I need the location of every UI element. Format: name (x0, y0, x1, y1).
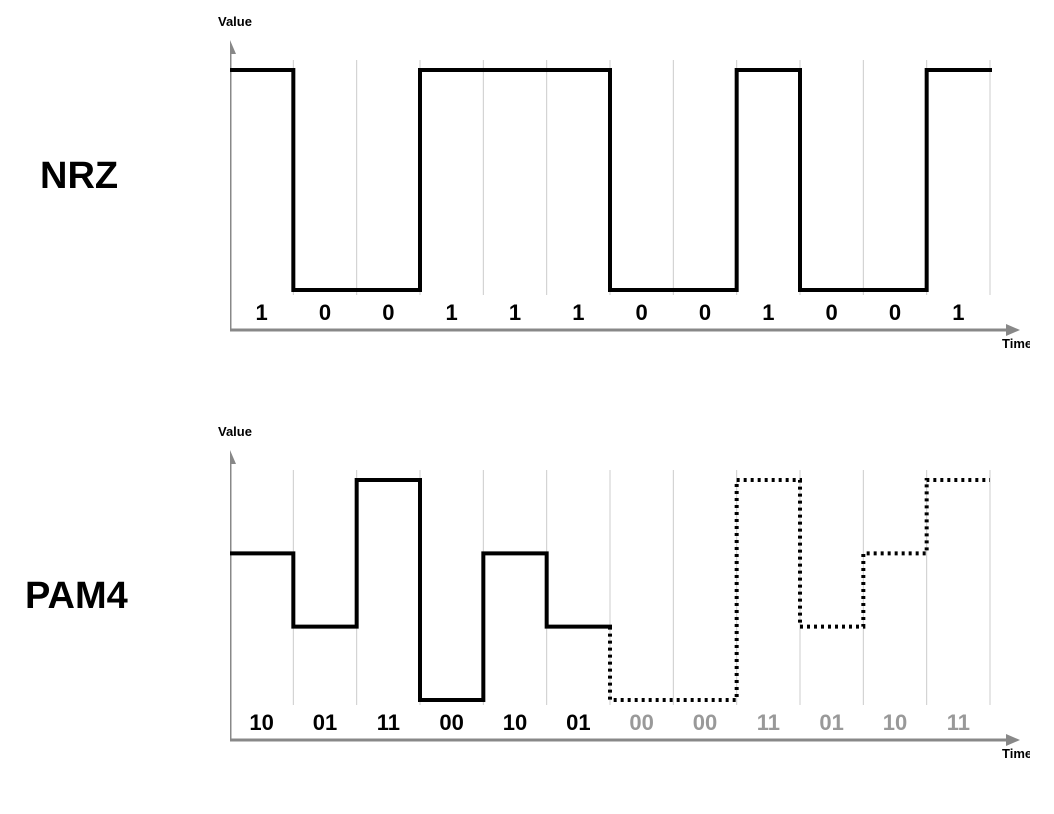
svg-text:1: 1 (762, 300, 774, 325)
pam4-chart-svg: Time11100100100111001001000011011011 (230, 450, 1030, 800)
nrz-title: NRZ (40, 155, 118, 198)
svg-text:11: 11 (757, 710, 780, 735)
svg-text:1: 1 (509, 300, 521, 325)
svg-text:1: 1 (256, 300, 268, 325)
svg-text:Time: Time (1002, 336, 1030, 351)
nrz-y-axis-label: Value (218, 14, 252, 29)
svg-text:0: 0 (889, 300, 901, 325)
svg-text:01: 01 (313, 710, 337, 735)
svg-text:0: 0 (319, 300, 331, 325)
svg-text:10: 10 (503, 710, 527, 735)
pam4-chart-area: Value Time111001001001110010010000110110… (230, 450, 1030, 800)
nrz-chart-area: Value Time10100111001001 (230, 40, 1030, 390)
svg-text:Time: Time (1002, 746, 1030, 761)
svg-text:0: 0 (826, 300, 838, 325)
svg-text:11: 11 (377, 710, 400, 735)
svg-text:10: 10 (249, 710, 273, 735)
svg-text:0: 0 (699, 300, 711, 325)
svg-text:1: 1 (952, 300, 964, 325)
svg-text:01: 01 (819, 710, 843, 735)
nrz-chart-svg: Time10100111001001 (230, 40, 1030, 390)
svg-text:0: 0 (382, 300, 394, 325)
svg-text:00: 00 (439, 710, 463, 735)
svg-text:1: 1 (446, 300, 458, 325)
svg-text:1: 1 (572, 300, 584, 325)
svg-text:00: 00 (629, 710, 653, 735)
pam4-title: PAM4 (25, 575, 128, 618)
svg-text:00: 00 (693, 710, 717, 735)
svg-text:10: 10 (883, 710, 907, 735)
pam4-y-axis-label: Value (218, 424, 252, 439)
svg-text:11: 11 (947, 710, 970, 735)
svg-text:01: 01 (566, 710, 590, 735)
svg-text:0: 0 (636, 300, 648, 325)
